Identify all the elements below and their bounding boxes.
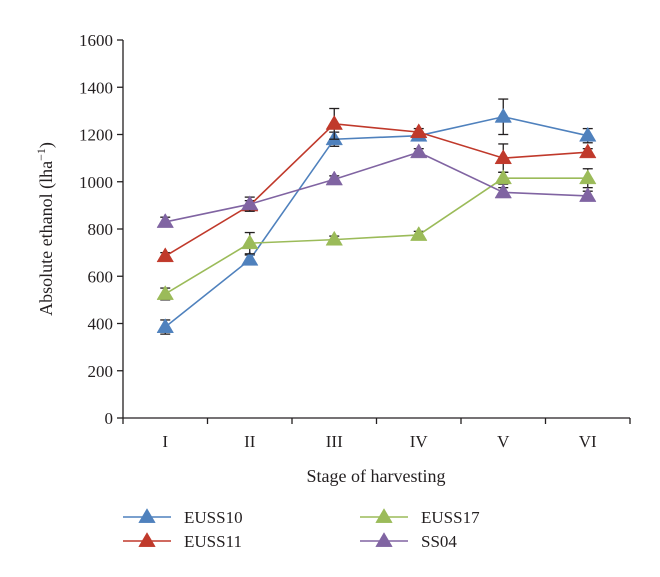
x-tick-label: V — [497, 432, 510, 451]
legend-swatch-marker — [375, 508, 393, 523]
y-tick-label: 400 — [88, 315, 114, 334]
x-ticks: I II III IV V VI — [122, 418, 631, 451]
data-point — [241, 250, 259, 266]
x-tick-label: III — [326, 432, 343, 451]
series-euss10 — [156, 98, 597, 335]
series-euss17 — [156, 168, 597, 301]
y-tick-label: 200 — [88, 362, 114, 381]
y-tick-label: 800 — [88, 220, 114, 239]
legend-label: EUSS17 — [421, 508, 480, 527]
legend-label: EUSS11 — [184, 532, 242, 551]
series-line — [165, 151, 588, 223]
data-point — [579, 187, 597, 202]
data-point — [241, 195, 259, 211]
y-tick-label: 1200 — [79, 126, 113, 145]
axes — [122, 40, 630, 419]
x-tick-label: I — [162, 432, 168, 451]
data-point — [410, 143, 428, 159]
data-point — [494, 169, 512, 185]
series-ss04 — [156, 143, 597, 228]
legend-label: EUSS10 — [184, 508, 243, 527]
data-point — [579, 169, 597, 185]
data-point — [410, 226, 428, 241]
data-point — [579, 143, 597, 159]
y-tick-label: 1600 — [79, 31, 113, 50]
y-axis-title-main: Absolute ethanol (lha — [36, 161, 57, 316]
legend-label: SS04 — [421, 532, 457, 551]
legend-swatch-marker — [375, 532, 393, 547]
data-point — [325, 170, 343, 186]
data-point — [494, 149, 512, 165]
series-line — [164, 115, 588, 328]
legend-item-euss17: EUSS17 — [360, 508, 480, 527]
data-point — [494, 107, 512, 123]
data-point — [156, 247, 174, 263]
legend: EUSS10 EUSS11 EUSS17 SS04 — [123, 508, 480, 551]
legend-swatch-marker — [138, 532, 156, 547]
x-axis-title: Stage of harvesting — [307, 466, 446, 486]
data-point — [494, 183, 512, 199]
data-point — [325, 115, 343, 130]
series — [156, 98, 597, 335]
series-line — [164, 123, 588, 257]
y-tick-label: 600 — [88, 267, 114, 286]
y-ticks: 0 200 400 600 800 1000 1200 1400 1600 — [79, 31, 123, 428]
data-point — [156, 285, 174, 300]
data-point — [579, 126, 597, 142]
y-axis-title-superscript: −1 — [34, 148, 48, 161]
series-euss11 — [156, 107, 597, 263]
legend-item-ss04: SS04 — [360, 532, 457, 551]
series-line — [164, 177, 588, 295]
legend-item-euss10: EUSS10 — [123, 508, 243, 527]
x-tick-label: VI — [579, 432, 597, 451]
x-tick-label: IV — [410, 432, 429, 451]
legend-swatch-marker — [138, 508, 156, 523]
data-point — [156, 213, 174, 228]
y-tick-label: 1000 — [79, 173, 113, 192]
data-point — [325, 230, 343, 246]
x-tick-label: II — [244, 432, 256, 451]
y-tick-label: 1400 — [79, 78, 113, 97]
data-point — [410, 123, 428, 139]
y-tick-label: 0 — [105, 409, 114, 428]
y-axis-title: Absolute ethanol (lha−1) — [34, 142, 57, 316]
y-axis-title-close: ) — [36, 142, 57, 148]
data-point — [241, 234, 259, 250]
legend-item-euss11: EUSS11 — [123, 532, 242, 551]
data-point — [156, 318, 174, 333]
